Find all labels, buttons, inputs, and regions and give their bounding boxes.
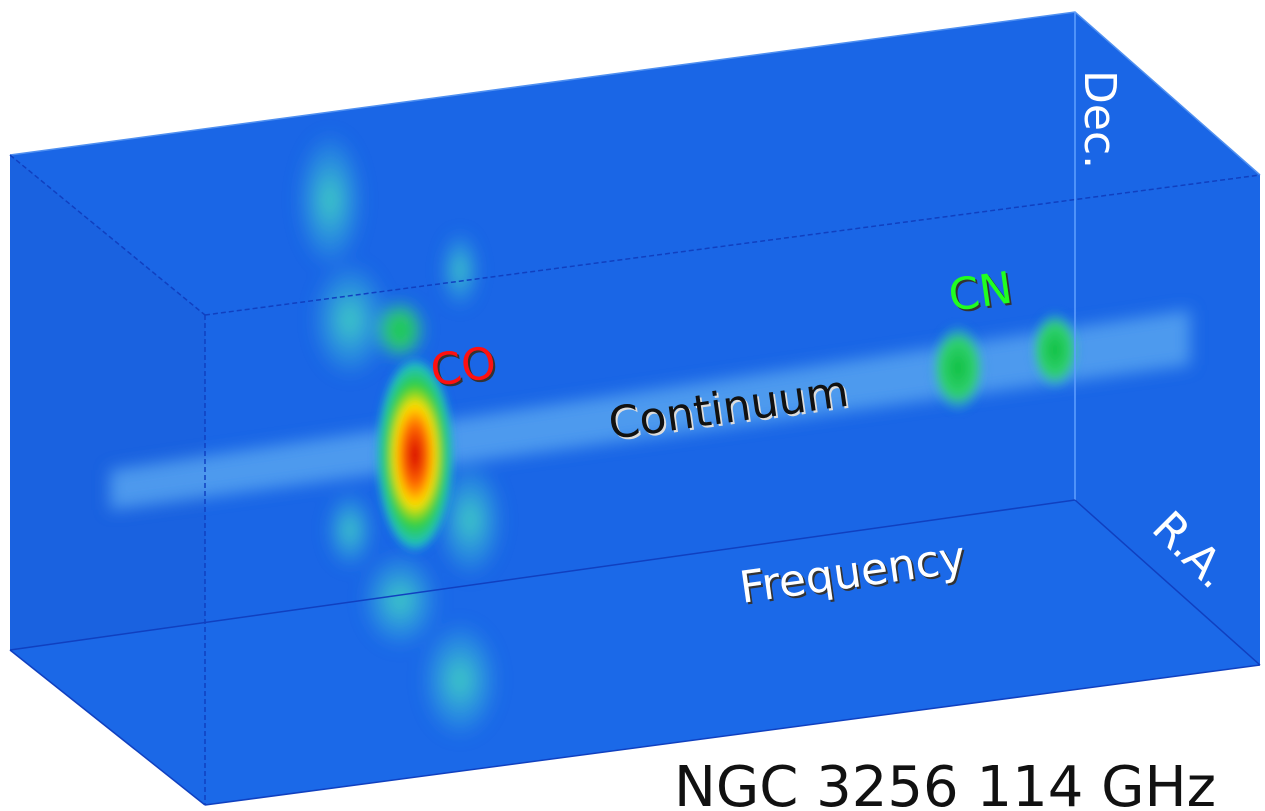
dec-label: Dec. xyxy=(1074,70,1125,169)
cn-label: CN xyxy=(945,263,1015,322)
cube-visualization: Dec. CN CN CO CO Continuum Continuum Fre… xyxy=(0,0,1265,811)
co-label: CO xyxy=(427,337,499,397)
caption: NGC 3256 114 GHz xyxy=(674,755,1216,811)
